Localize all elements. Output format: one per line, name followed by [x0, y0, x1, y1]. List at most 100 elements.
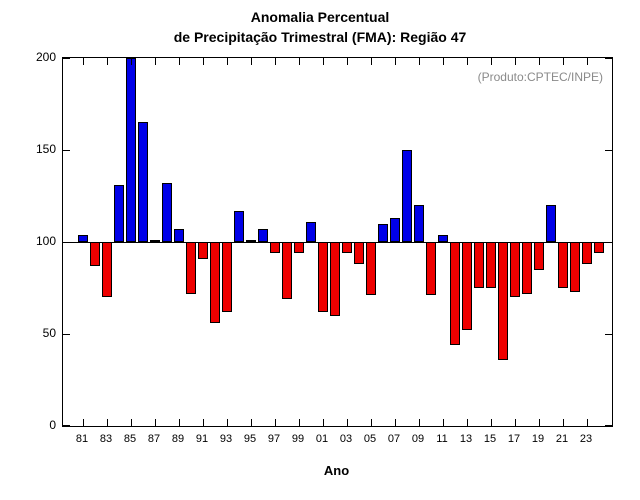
x-tick-mark: [275, 419, 276, 426]
bar-94: [234, 210, 244, 242]
x-tick-mark: [227, 419, 228, 426]
x-tick-label: 13: [459, 433, 473, 445]
y-tick-mark: [605, 242, 612, 243]
x-tick-label: 15: [483, 433, 497, 445]
x-tick-mark: [539, 419, 540, 426]
bar-12: [450, 242, 460, 346]
chart-title-line1: Anomalia Percentual: [250, 9, 390, 25]
x-tick-label: 07: [387, 433, 401, 445]
bar-82: [90, 242, 100, 266]
x-tick-label: 85: [123, 433, 137, 445]
x-tick-label: 09: [411, 433, 425, 445]
bar-93: [222, 242, 232, 312]
x-tick-label: 21: [555, 433, 569, 445]
x-tick-mark: [83, 419, 84, 426]
x-tick-mark: [275, 58, 276, 65]
x-tick-mark: [467, 58, 468, 65]
bar-00: [306, 221, 316, 242]
x-tick-mark: [419, 58, 420, 65]
x-tick-label: 81: [75, 433, 89, 445]
x-tick-label: 05: [363, 433, 377, 445]
x-tick-mark: [203, 419, 204, 426]
bar-98: [282, 242, 292, 300]
plot-area: (Produto:CPTEC/INPE): [62, 57, 613, 427]
bar-05: [366, 242, 376, 296]
x-tick-label: 17: [507, 433, 521, 445]
y-tick-label: 150: [35, 142, 56, 156]
x-tick-mark: [563, 58, 564, 65]
y-tick-mark: [605, 425, 612, 426]
y-tick-label: 200: [35, 50, 56, 64]
x-tick-mark: [467, 419, 468, 426]
x-tick-label: 87: [147, 433, 161, 445]
x-tick-mark: [395, 58, 396, 65]
bar-92: [210, 242, 220, 323]
bar-07: [390, 218, 400, 242]
x-tick-mark: [251, 58, 252, 65]
bar-04: [354, 242, 364, 265]
x-tick-mark: [371, 58, 372, 65]
bar-83: [102, 242, 112, 298]
bar-06: [378, 223, 388, 242]
x-tick-mark: [131, 58, 132, 65]
y-tick-mark: [63, 150, 70, 151]
x-tick-mark: [491, 419, 492, 426]
bar-09: [414, 205, 424, 242]
y-tick-label: 100: [35, 234, 56, 248]
y-tick-label: 0: [49, 418, 56, 432]
bar-01: [318, 242, 328, 312]
x-tick-mark: [323, 58, 324, 65]
x-tick-label: 95: [243, 433, 257, 445]
x-tick-label: 93: [219, 433, 233, 445]
x-tick-mark: [179, 419, 180, 426]
x-tick-mark: [539, 58, 540, 65]
bar-88: [162, 183, 172, 242]
x-tick-mark: [443, 419, 444, 426]
bar-13: [462, 242, 472, 331]
bar-97: [270, 242, 280, 254]
x-tick-label: 99: [291, 433, 305, 445]
x-tick-mark: [515, 419, 516, 426]
x-tick-mark: [107, 419, 108, 426]
bar-10: [426, 242, 436, 296]
x-tick-mark: [227, 58, 228, 65]
y-tick-mark: [63, 425, 70, 426]
bar-19: [534, 242, 544, 270]
bar-03: [342, 242, 352, 254]
bar-91: [198, 242, 208, 259]
y-tick-mark: [63, 242, 70, 243]
x-tick-mark: [491, 58, 492, 65]
x-tick-mark: [107, 58, 108, 65]
bar-18: [522, 242, 532, 294]
bar-15: [486, 242, 496, 288]
y-tick-mark: [605, 150, 612, 151]
x-tick-mark: [83, 58, 84, 65]
x-tick-mark: [587, 419, 588, 426]
x-tick-mark: [131, 419, 132, 426]
x-tick-label: 01: [315, 433, 329, 445]
x-tick-mark: [587, 58, 588, 65]
bar-85: [126, 58, 136, 242]
bar-96: [258, 229, 268, 242]
bar-81: [78, 234, 88, 242]
bar-86: [138, 122, 148, 242]
x-tick-label: 83: [99, 433, 113, 445]
x-tick-mark: [347, 419, 348, 426]
x-tick-mark: [155, 58, 156, 65]
y-tick-label: 50: [42, 326, 56, 340]
x-tick-mark: [155, 419, 156, 426]
bar-90: [186, 242, 196, 294]
x-tick-mark: [419, 419, 420, 426]
x-tick-mark: [251, 419, 252, 426]
x-tick-label: 19: [531, 433, 545, 445]
x-tick-label: 23: [579, 433, 593, 445]
x-tick-mark: [323, 419, 324, 426]
y-tick-mark: [63, 58, 70, 59]
bar-17: [510, 242, 520, 298]
bar-87: [150, 240, 160, 243]
x-tick-label: 91: [195, 433, 209, 445]
bar-11: [438, 234, 448, 242]
x-tick-label: 03: [339, 433, 353, 445]
bar-14: [474, 242, 484, 288]
